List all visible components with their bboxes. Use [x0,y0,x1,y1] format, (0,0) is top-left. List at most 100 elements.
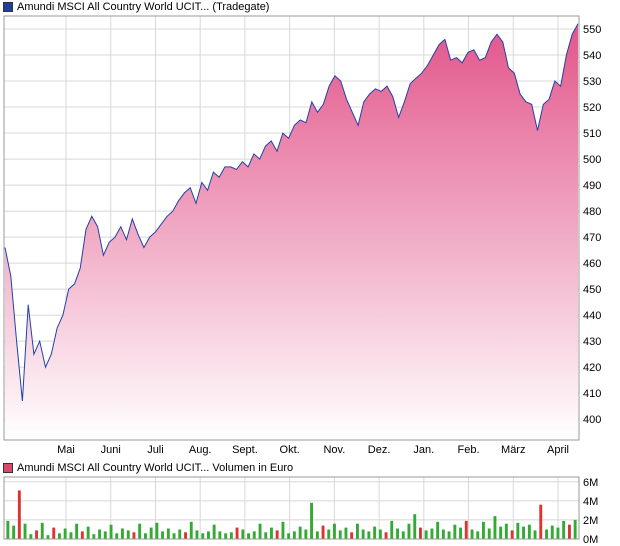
price-x-tick-label: Juli [147,444,164,456]
volume-bar [138,523,142,539]
volume-bar [499,526,503,539]
volume-bar [373,526,377,539]
volume-y-tick-label: 2M [583,515,598,527]
volume-bar [573,519,577,539]
volume-bar [310,502,313,539]
volume-bar [40,522,44,539]
price-y-tick-label: 440 [583,310,601,322]
volume-bar [459,527,462,539]
volume-y-tick-label: 6M [583,477,598,489]
price-y-tick-label: 470 [583,232,601,244]
volume-bar [235,527,239,539]
volume-bar [52,527,56,539]
price-x-tick-label: Aug. [189,444,212,456]
volume-bar [270,527,273,539]
volume-bar [46,535,50,539]
price-y-tick-label: 400 [583,414,601,426]
volume-bar [155,522,159,539]
volume-bar [80,531,84,539]
price-x-tick-label: Okt. [280,444,300,456]
volume-bar [218,531,222,539]
volume-bar [149,527,153,539]
volume-bar [516,522,520,539]
volume-bar [241,529,245,539]
volume-bar [333,523,336,539]
price-y-tick-label: 430 [583,336,601,348]
volume-bar [103,531,107,539]
volume-bar [556,527,560,539]
volume-bar [527,524,531,539]
volume-bar [493,516,497,539]
volume-bar [115,533,119,539]
volume-bar [75,523,79,539]
volume-bar [292,531,296,539]
price-y-tick-label: 410 [583,388,601,400]
volume-bar [224,533,228,539]
volume-bar [350,532,354,539]
volume-bar [510,530,514,539]
volume-bar [476,531,480,539]
volume-bar [126,530,130,539]
price-x-tick-label: Juni [101,444,121,456]
volume-bar [58,533,61,539]
volume-bar [464,520,468,539]
price-chart: 400 410 420 430 440 450 460 470 480 490 500 510 520 5… [3,15,601,456]
price-y-tick-label: 520 [583,102,601,114]
volume-bar [315,531,319,539]
volume-bar [92,534,96,539]
volume-bar [207,531,210,539]
volume-bar [562,520,566,539]
price-y-tick-label: 460 [583,258,601,270]
volume-bar [413,514,417,539]
volume-bar [258,523,262,539]
price-y-tick-label: 510 [583,128,601,140]
volume-bar [86,526,90,539]
price-x-tick-label: April [547,444,569,456]
volume-bar [401,531,405,539]
volume-bar [229,532,233,539]
volume-bar [396,528,399,539]
price-y-tick-label: 550 [583,24,601,36]
price-line [4,23,579,402]
price-y-tick-label: 530 [583,76,601,88]
price-x-tick-label: Jan. [413,444,434,456]
price-y-tick-label: 420 [583,362,601,374]
volume-bar [378,529,382,539]
volume-bar [482,521,485,539]
volume-plot-frame [3,476,580,540]
volume-bar [161,531,164,539]
volume-bar [109,524,113,539]
volume-bar [419,527,422,539]
volume-bar [275,530,279,539]
volume-bar [166,528,170,539]
volume-bar [327,529,331,539]
volume-bar [252,531,256,539]
price-x-tick-label: März [501,444,525,456]
volume-bar [23,523,27,539]
volume-bar [550,525,554,539]
volume-bar [298,526,302,539]
volume-bar [321,525,325,539]
volume-bar [35,530,38,539]
volume-y-tick-label: 4M [583,496,598,508]
price-legend-label: Amundi MSCI All Country World UCIT... (T… [17,1,270,13]
volume-bar [195,530,199,539]
price-area [5,23,578,441]
price-y-tick-label: 480 [583,206,601,218]
volume-bar [430,528,434,539]
price-x-tick-label: Feb. [458,444,480,456]
price-plot-frame [3,15,580,441]
volume-bar [201,533,205,539]
volume-bar [184,532,187,539]
price-y-tick-label: 490 [583,180,601,192]
volume-bar [470,529,474,539]
price-y-tick-label: 450 [583,284,601,296]
price-y-tick-label: 540 [583,50,601,62]
price-x-tick-label: Dez. [368,444,391,456]
volume-bar [447,531,451,539]
volume-bar [172,533,176,539]
volume-legend-swatch [3,463,13,473]
price-legend: Amundi MSCI All Country World UCIT... (T… [3,0,269,14]
volume-bar [522,526,525,539]
